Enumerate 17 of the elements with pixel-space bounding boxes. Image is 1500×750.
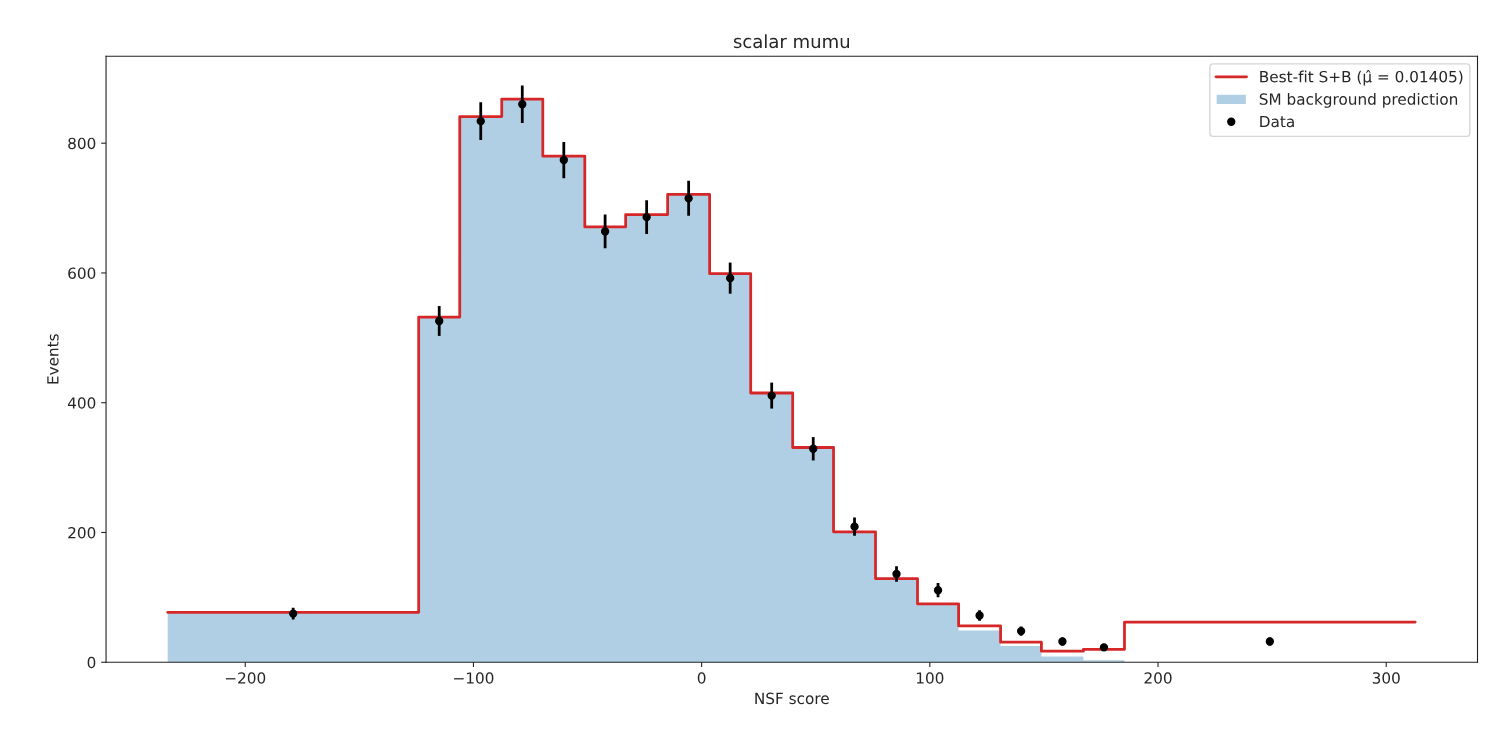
y-tick-label: 600 <box>68 267 96 279</box>
x-axis-title: NSF score <box>755 692 829 705</box>
y-tick-label: 0 <box>87 656 96 669</box>
y-axis-title: Events <box>47 334 59 384</box>
y-tick-label: 800 <box>68 137 96 150</box>
chart-title: scalar mumu <box>733 34 849 49</box>
legend-label: Data <box>1260 115 1294 128</box>
x-tick-label: 100 <box>916 672 944 684</box>
y-tick-label: 400 <box>67 397 96 409</box>
x-tick-label: −200 <box>225 672 266 684</box>
x-tick-label: 0 <box>697 672 706 684</box>
x-tick-label: −100 <box>454 672 494 684</box>
y-tick-label: 200 <box>68 526 96 539</box>
x-tick-label: 200 <box>1144 672 1172 684</box>
x-tick-label: 300 <box>1372 672 1400 684</box>
legend-label: Best-fit S+B (μ̂ = 0.01405) <box>1260 70 1463 86</box>
legend-label: SM background prediction <box>1259 93 1458 108</box>
